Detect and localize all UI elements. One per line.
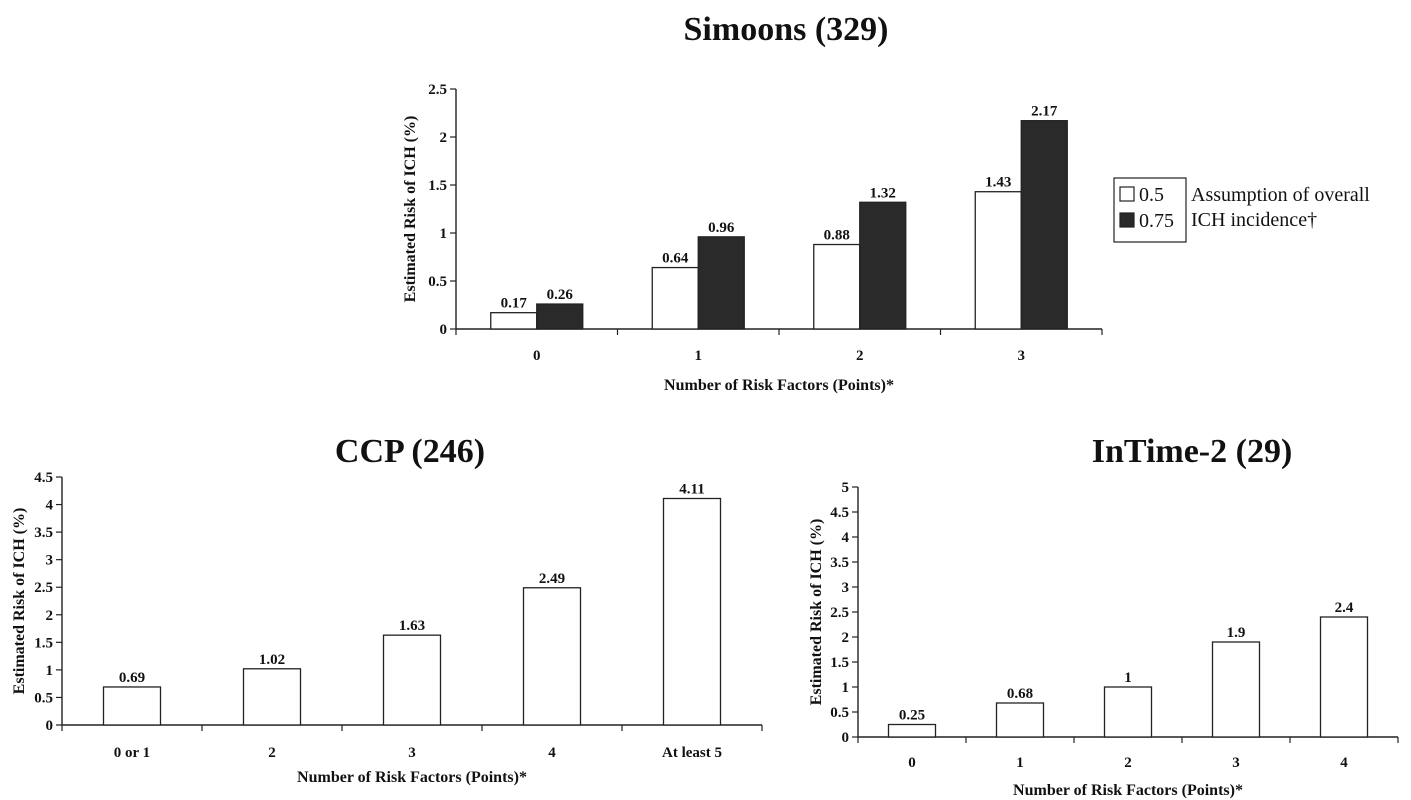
ccp-x-tick-label: 2 (268, 745, 276, 761)
ccp-bar-series0-2 (382, 634, 442, 726)
intime2-y-tick-label: 1.5 (830, 655, 849, 671)
simoons-data-label: 0.88 (824, 228, 850, 244)
intime2-y-tick-label: 0.5 (830, 705, 849, 721)
simoons-x-tick-label: 0 (533, 348, 541, 364)
simoons-y-tick-label: 1 (440, 226, 448, 242)
simoons-data-label: 0.17 (501, 296, 528, 312)
intime2-data-label: 0.25 (899, 708, 925, 724)
ccp-x-tick-label: 4 (548, 745, 556, 761)
ccp-y-tick-label: 4.5 (34, 470, 53, 486)
simoons-x-tick-label: 3 (1018, 348, 1026, 364)
intime2-data-label: 2.4 (1335, 600, 1354, 616)
ccp-data-label: 1.02 (259, 652, 285, 668)
simoons-bar-series1-3 (1020, 120, 1068, 330)
ccp-bar-series0-0 (102, 686, 162, 726)
intime2-bar-series0-1 (995, 702, 1045, 738)
intime2-y-tick-label: 2 (842, 630, 850, 646)
ccp-y-tick-label: 0 (46, 718, 54, 734)
intime2-data-label: 1.9 (1227, 625, 1246, 641)
ccp-x-axis-title: Number of Risk Factors (Points)* (297, 769, 527, 786)
ccp-y-tick-label: 0.5 (34, 690, 53, 706)
intime2-bar-series0-3 (1211, 641, 1261, 738)
intime2-x-tick-label: 3 (1232, 755, 1240, 771)
intime2-data-label: 1 (1124, 670, 1132, 686)
simoons-bar-series0-3 (974, 191, 1022, 330)
ccp-y-tick-label: 1.5 (34, 635, 53, 651)
simoons-legend-entry-1: 0.75 (1139, 210, 1174, 232)
ccp-y-tick-label: 2 (46, 608, 54, 624)
intime2-data-label: 0.68 (1007, 686, 1033, 702)
intime2-y-tick-label: 2.5 (830, 605, 849, 621)
intime2-x-tick-label: 1 (1016, 755, 1024, 771)
ccp-x-tick-label: 0 or 1 (114, 745, 150, 761)
ccp-data-label: 0.69 (119, 670, 145, 686)
intime2-bar-series0-4 (1319, 616, 1369, 738)
intime2-bar-series0-0 (887, 723, 937, 738)
simoons-bar-series1-1 (697, 236, 745, 330)
intime2-x-tick-label: 0 (908, 755, 916, 771)
ccp-bar-series0-4 (662, 497, 722, 726)
ccp-bar-series0-1 (242, 668, 302, 726)
intime2-y-tick-label: 5 (842, 480, 850, 496)
intime2-y-tick-label: 0 (842, 730, 850, 746)
ccp-y-axis-title: Estimated Risk of ICH (%) (11, 508, 28, 695)
simoons-x-tick-label: 2 (856, 348, 864, 364)
ccp-y-tick-label: 3 (46, 553, 54, 569)
ccp-y-tick-label: 4 (46, 498, 54, 514)
intime2-y-tick-label: 4.5 (830, 505, 849, 521)
simoons-bar-series0-1 (651, 266, 699, 330)
simoons-data-label: 0.26 (547, 287, 574, 303)
simoons-data-label: 2.17 (1031, 104, 1058, 120)
simoons-bar-series1-0 (536, 303, 584, 330)
simoons-bar-series0-0 (490, 312, 538, 330)
ccp-x-tick-label: At least 5 (662, 745, 722, 761)
simoons-bar-series1-2 (859, 201, 907, 330)
ccp-x-tick-label: 3 (408, 745, 416, 761)
ccp-data-label: 2.49 (539, 571, 565, 587)
ccp-y-tick-label: 3.5 (34, 525, 53, 541)
intime2-x-tick-label: 2 (1124, 755, 1132, 771)
intime2-y-tick-label: 3 (842, 580, 850, 596)
intime2-x-tick-label: 4 (1340, 755, 1348, 771)
ccp-data-label: 4.11 (679, 481, 704, 497)
simoons-legend-entry-0: 0.5 (1139, 184, 1164, 206)
simoons-y-tick-label: 0 (440, 322, 448, 338)
simoons-y-tick-label: 2.5 (428, 82, 447, 98)
intime2-y-tick-label: 1 (842, 680, 850, 696)
intime2-y-axis-title: Estimated Risk of ICH (%) (808, 519, 825, 706)
simoons-y-axis-title: Estimated Risk of ICH (%) (402, 116, 419, 303)
simoons-x-tick-label: 1 (695, 348, 703, 364)
intime2-chart-title: InTime-2 (29) (1092, 433, 1293, 470)
ccp-y-tick-label: 1 (46, 663, 54, 679)
simoons-data-label: 0.96 (708, 220, 735, 236)
simoons-legend-swatch-0 (1119, 186, 1135, 202)
simoons-y-tick-label: 1.5 (428, 178, 447, 194)
simoons-legend-caption: Assumption of overall (1191, 184, 1370, 206)
simoons-chart-title: Simoons (329) (684, 11, 889, 48)
simoons-legend-swatch-1 (1119, 212, 1135, 228)
simoons-y-tick-label: 0.5 (428, 274, 447, 290)
simoons-bar-series0-2 (813, 243, 861, 330)
simoons-y-tick-label: 2 (440, 130, 448, 146)
intime2-y-tick-label: 3.5 (830, 555, 849, 571)
simoons-data-label: 1.32 (870, 185, 896, 201)
intime2-x-axis-title: Number of Risk Factors (Points)* (1013, 782, 1243, 799)
intime2-bar-series0-2 (1103, 686, 1153, 738)
simoons-x-axis-title: Number of Risk Factors (Points)* (664, 377, 894, 394)
ccp-bar-series0-3 (522, 587, 582, 726)
simoons-legend-caption: ICH incidence† (1191, 209, 1317, 231)
intime2-y-tick-label: 4 (842, 530, 850, 546)
simoons-data-label: 0.64 (662, 251, 689, 267)
ccp-y-tick-label: 2.5 (34, 580, 53, 596)
simoons-data-label: 1.43 (985, 175, 1011, 191)
ccp-data-label: 1.63 (399, 618, 425, 634)
ccp-chart-title: CCP (246) (335, 433, 485, 470)
